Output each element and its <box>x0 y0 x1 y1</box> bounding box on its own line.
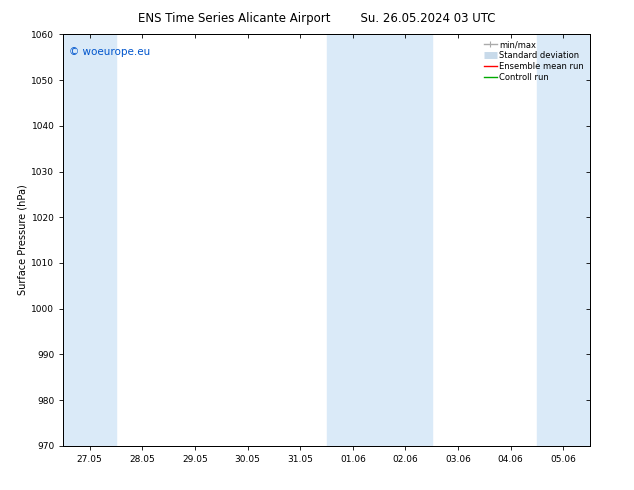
Text: © woeurope.eu: © woeurope.eu <box>68 47 150 57</box>
Bar <box>537 34 590 446</box>
Y-axis label: Surface Pressure (hPa): Surface Pressure (hPa) <box>17 185 27 295</box>
Bar <box>327 34 432 446</box>
Bar <box>63 34 116 446</box>
Legend: min/max, Standard deviation, Ensemble mean run, Controll run: min/max, Standard deviation, Ensemble me… <box>482 39 585 84</box>
Text: ENS Time Series Alicante Airport        Su. 26.05.2024 03 UTC: ENS Time Series Alicante Airport Su. 26.… <box>138 12 496 25</box>
